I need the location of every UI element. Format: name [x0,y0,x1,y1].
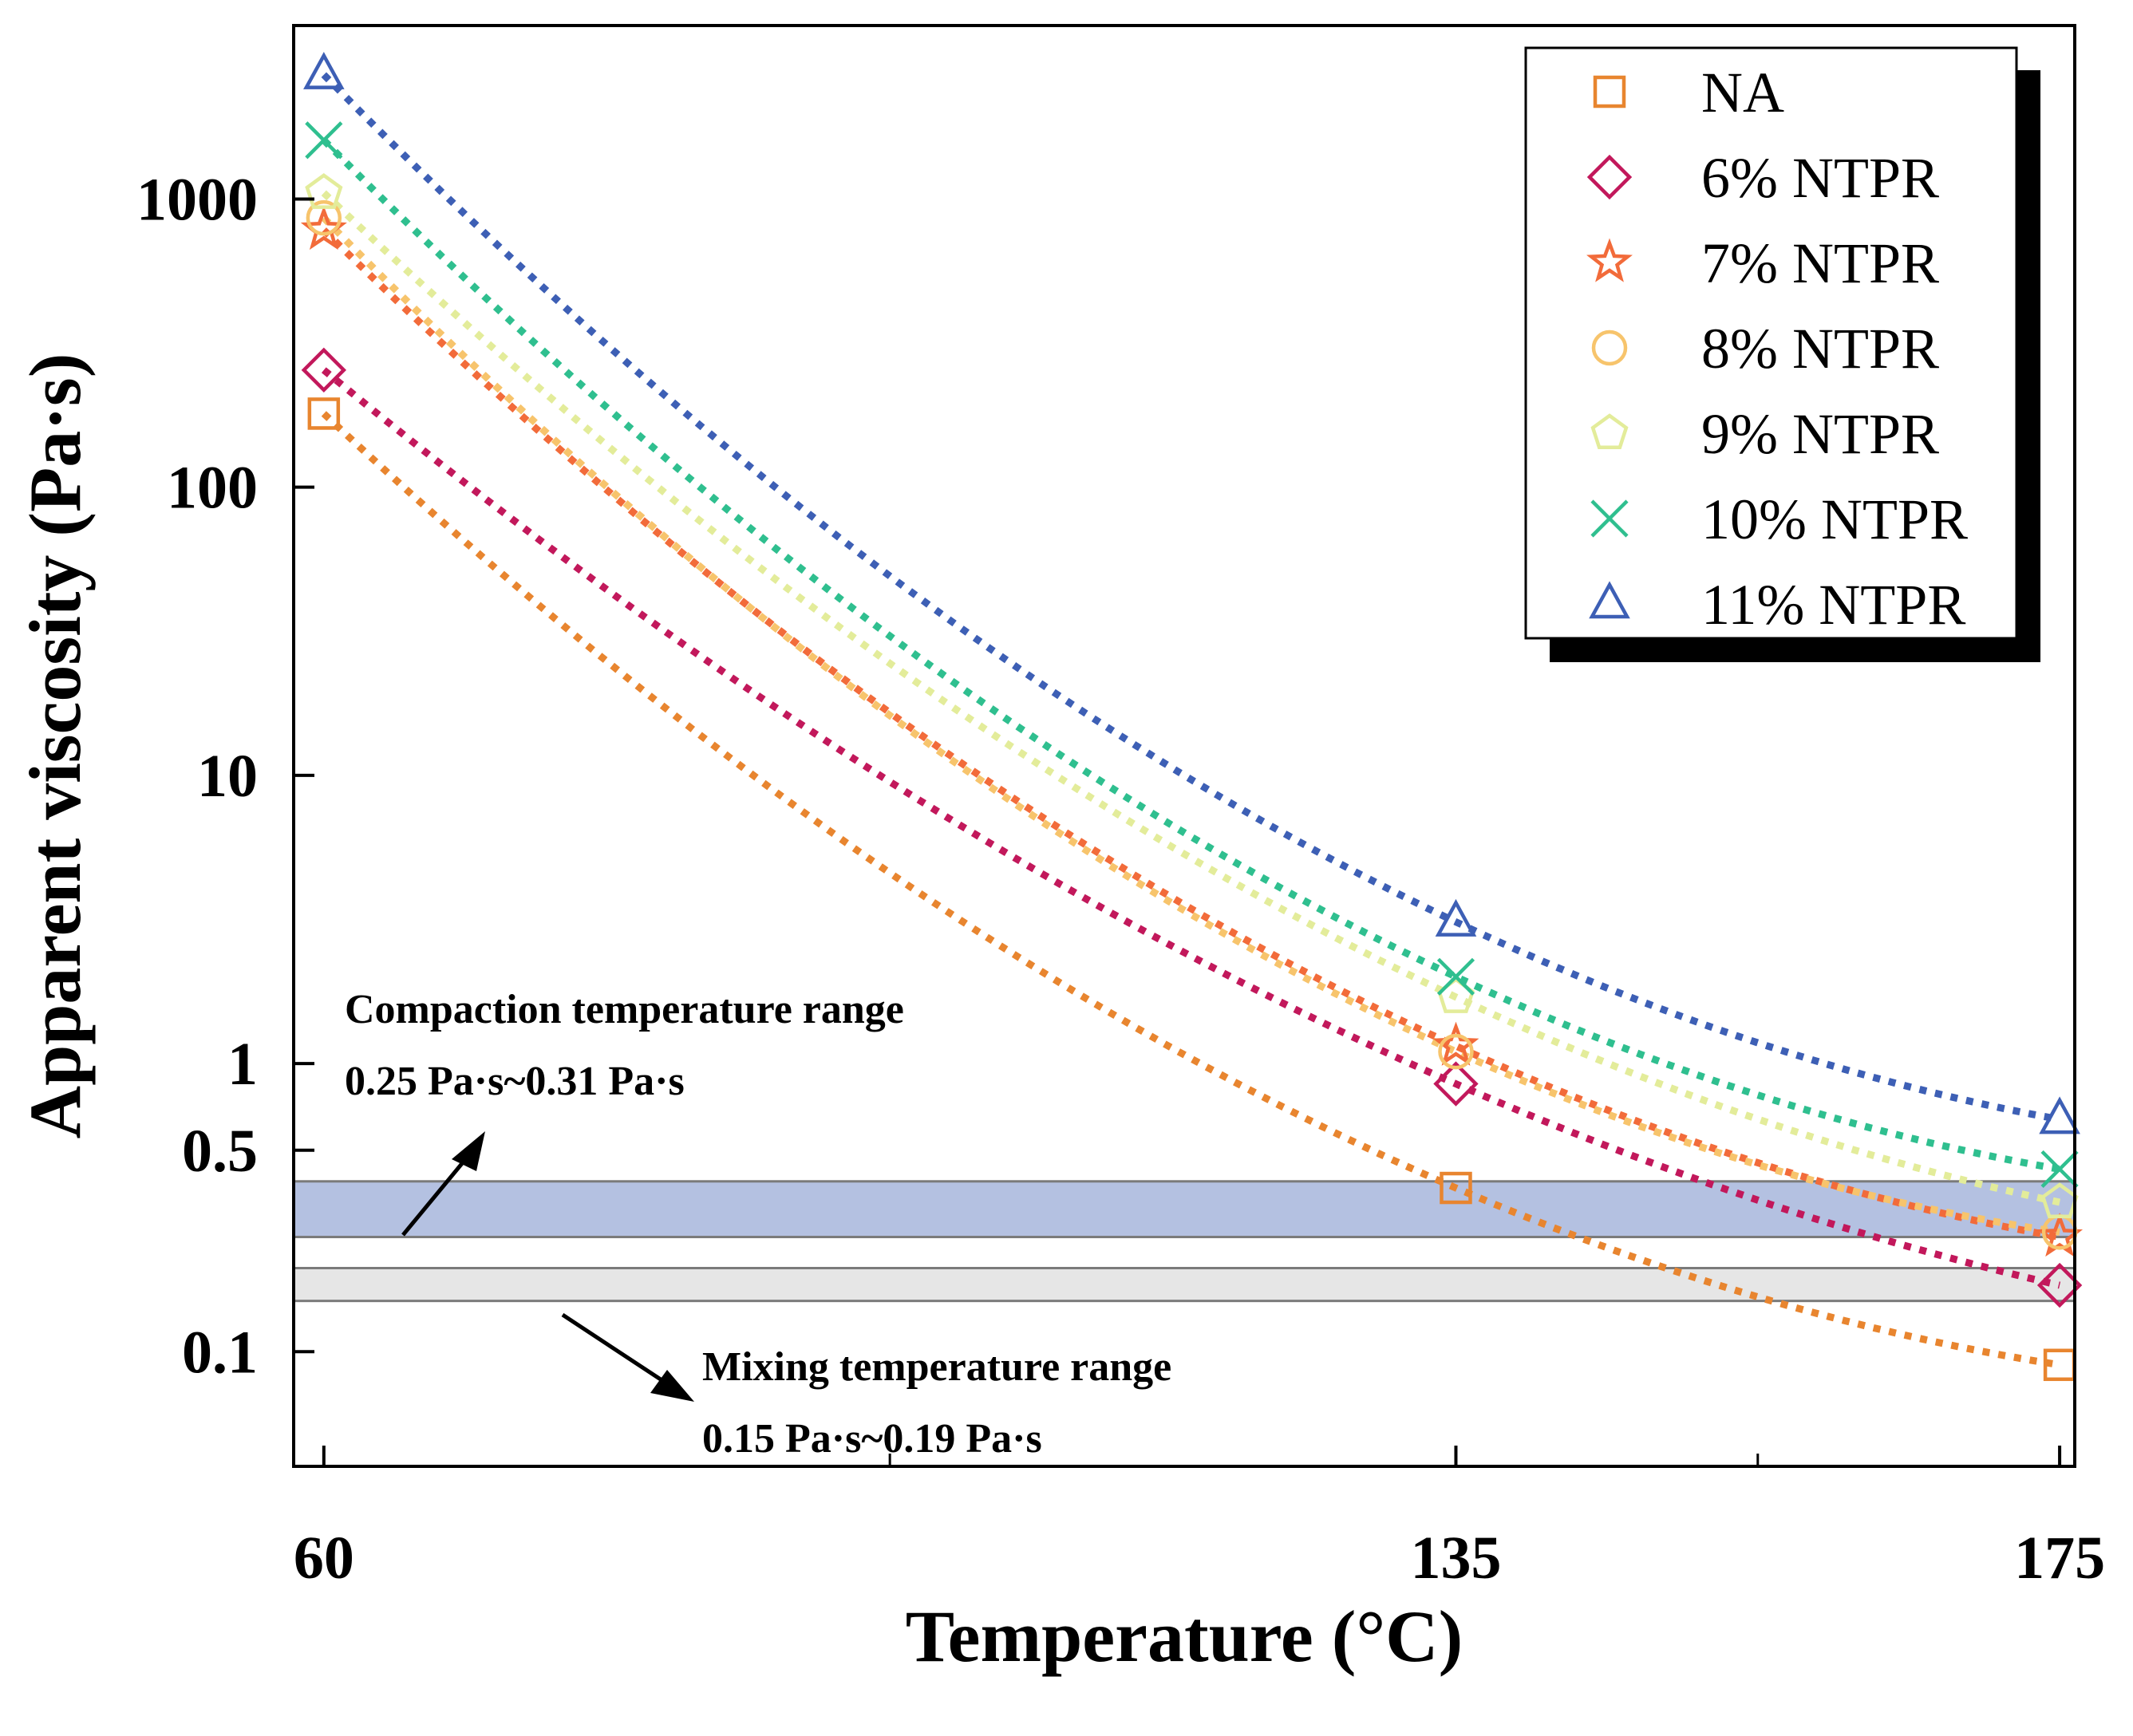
range-band-0 [294,1180,2075,1239]
data-point-0-0 [307,397,341,430]
legend-marker-4 [1590,413,1629,450]
trend-curve-2 [321,227,2060,1241]
data-point-3-1 [1438,1033,1474,1070]
range-band-1 [294,1267,2075,1303]
legend-label-1: 6% NTPR [1701,146,1939,210]
data-point-0-1 [1440,1171,1472,1205]
compaction-arrow [401,1131,485,1237]
mixing-title: Mixing temperature range [702,1344,1171,1390]
trend-curve-3 [321,215,2060,1236]
legend-marker-0 [1593,75,1626,108]
y-tick-label: 0.1 [182,1319,258,1386]
data-point-5-0 [305,121,343,160]
compaction-range: 0.25 Pa·s~0.31 Pa·s [345,1059,685,1104]
legend-marker-3 [1591,329,1628,366]
legend-label-4: 9% NTPR [1701,402,1939,466]
x-tick-label: 135 [1410,1525,1501,1592]
mixing-range: 0.15 Pa·s~0.19 Pa·s [702,1416,1042,1462]
legend-marker-2 [1586,238,1633,282]
data-point-6-0 [303,51,345,89]
legend-items: NA 6% NTPR 7% NTPR 8% NTPR 9% NTPR 10% NTPR 11… [1586,61,1968,637]
legend-label-5: 10% NTPR [1701,487,1968,551]
legend-label-3: 8% NTPR [1701,317,1939,381]
data-point-2-1 [1432,1021,1479,1066]
plot-frame [292,24,2076,1468]
y-tick-label: 1000 [136,166,258,233]
legend: NA 6% NTPR 7% NTPR 8% NTPR 9% NTPR 10% NTPR 11… [1524,46,2040,662]
y-axis-title: Apparent viscosity (Pa·s) [14,353,96,1139]
data-point-1-0 [301,347,347,393]
trend-curve-1 [321,367,2061,1289]
y-tick-label: 100 [167,455,258,522]
legend-label-6: 11% NTPR [1701,573,1965,637]
legend-box [1524,46,2018,640]
trend-curve-4 [321,190,2061,1206]
data-point-4-0 [305,173,343,209]
legend-label-2: 7% NTPR [1701,231,1939,295]
y-tick-label: 10 [197,743,258,810]
compaction-title: Compaction temperature range [345,987,904,1032]
mixing-arrow [561,1312,694,1402]
trend-curve-6 [321,72,2060,1123]
data-point-3-0 [306,199,342,236]
y-tick-label: 1 [227,1031,258,1098]
y-tick-label: 0.5 [182,1118,258,1185]
axis-ticks: 60 135 175 0.1 0.5 1 10 100 1000 [136,166,2105,1592]
x-tick-label: 175 [2014,1525,2105,1592]
legend-marker-6 [1589,581,1630,619]
data-point-5-1 [1436,957,1475,996]
x-axis-title: Temperature (°C) [906,1596,1463,1677]
trend-curves [321,72,2061,1369]
data-point-6-2 [2039,1096,2080,1134]
data-point-1-1 [1433,1061,1479,1107]
trend-curve-0 [321,411,2060,1369]
legend-marker-5 [1590,499,1629,538]
data-point-6-1 [1435,898,1477,937]
x-tick-label: 60 [294,1525,354,1592]
data-point-5-2 [2040,1150,2079,1189]
data-point-1-2 [2036,1262,2083,1308]
legend-marker-1 [1586,154,1633,200]
legend-label-0: NA [1701,61,1784,124]
bands-layer [294,1180,2075,1303]
